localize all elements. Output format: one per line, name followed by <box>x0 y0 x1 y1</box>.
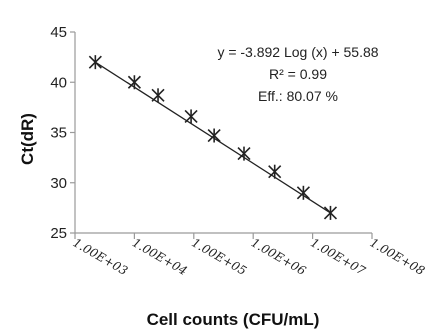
data-point <box>127 75 141 90</box>
y-tick-label: 30 <box>50 175 67 192</box>
x-tick-label: 1.00E+05 <box>189 235 249 278</box>
axes <box>70 31 373 239</box>
x-tick-labels: 1.00E+03 1.00E+04 1.00E+05 1.00E+06 1.00E+07… <box>71 235 428 278</box>
y-axis-title: Ct(dR) <box>18 113 37 165</box>
data-point <box>88 55 102 70</box>
data-point <box>296 185 310 200</box>
y-tick-label: 25 <box>50 225 67 242</box>
y-tick-label: 35 <box>50 125 67 142</box>
equation-line-2: R² = 0.99 <box>269 66 327 82</box>
equation-line-1: y = -3.892 Log (x) + 55.88 <box>217 44 378 60</box>
x-axis-title: Cell counts (CFU/mL) <box>147 310 320 329</box>
equation-line-3: Eff.: 80.07 % <box>258 88 338 104</box>
data-point <box>323 205 338 220</box>
y-tick-labels: 25 30 35 40 45 <box>50 24 67 242</box>
data-point <box>237 146 251 161</box>
x-tick-label: 1.00E+08 <box>368 235 428 278</box>
x-tick-label: 1.00E+07 <box>308 235 368 278</box>
data-point <box>184 109 198 124</box>
data-points <box>88 55 338 220</box>
y-tick-label: 45 <box>50 24 67 41</box>
data-point <box>268 164 282 179</box>
y-tick-label: 40 <box>50 74 67 91</box>
x-tick-label: 1.00E+04 <box>130 235 190 278</box>
data-point <box>151 88 165 103</box>
x-tick-label: 1.00E+03 <box>71 235 131 278</box>
data-point <box>207 128 221 143</box>
x-tick-label: 1.00E+06 <box>249 235 309 278</box>
